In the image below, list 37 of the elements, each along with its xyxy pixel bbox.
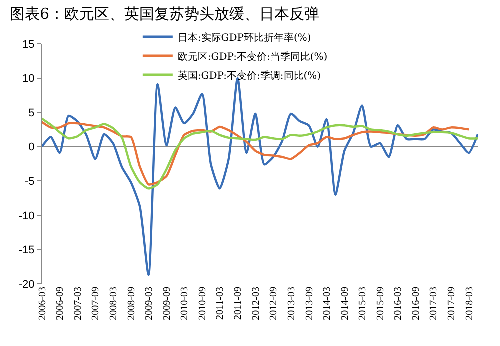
legend-label: 英国:GDP:不变价:季调:同比(%) xyxy=(178,70,322,82)
legend-label: 欧元区:GDP:不变价:当季同比(%) xyxy=(178,50,328,63)
y-tick-label: 0 xyxy=(28,142,35,154)
x-tick-label: 2008-09 xyxy=(126,287,138,320)
x-tick-label: 2012-03 xyxy=(250,287,262,320)
x-tick-label: 2016-03 xyxy=(393,287,404,320)
x-tick-label: 2007-03 xyxy=(72,287,84,320)
y-tick-label: -10 xyxy=(18,210,35,222)
x-tick-label: 2013-09 xyxy=(304,287,316,320)
x-tick-label: 2013-03 xyxy=(286,287,298,320)
x-tick-label: 2018-03 xyxy=(464,287,476,320)
x-tick-label: 2011-03 xyxy=(215,287,226,320)
y-tick-label: 10 xyxy=(22,73,35,86)
y-tick-label: -15 xyxy=(18,244,35,257)
x-tick-label: 2010-09 xyxy=(198,287,209,320)
x-tick-label: 2006-03 xyxy=(37,287,48,320)
x-tick-label: 2009-09 xyxy=(162,287,173,320)
y-tick-label: 5 xyxy=(28,107,35,120)
x-tick-label: 2014-09 xyxy=(340,287,351,320)
x-tick-label: 2015-09 xyxy=(375,287,386,320)
x-tick-label: 2015-03 xyxy=(358,287,368,320)
x-tick-label: 2008-03 xyxy=(108,287,120,320)
x-tick-label: 2006-09 xyxy=(55,287,66,320)
x-tick-label: 2009-03 xyxy=(144,287,156,320)
legend-label: 日本:实际GDP环比折年率(%) xyxy=(178,32,312,44)
x-tick-label: 2017-09 xyxy=(446,287,458,320)
x-tick-label: 2007-09 xyxy=(90,287,102,320)
x-tick-label: 2016-09 xyxy=(411,287,422,320)
y-tick-label: -20 xyxy=(18,278,35,291)
x-tick-label: 2012-09 xyxy=(268,287,280,320)
y-tick-label: -5 xyxy=(25,176,35,188)
x-tick-label: 2011-09 xyxy=(233,287,244,320)
y-tick-label: 15 xyxy=(22,38,35,51)
x-tick-label: 2017-03 xyxy=(428,287,440,320)
x-tick-label: 2014-03 xyxy=(322,287,333,320)
x-tick-label: 2010-03 xyxy=(180,287,191,320)
chart-title: 图表6：欧元区、英国复苏势头放缓、日本反弹 xyxy=(10,5,320,24)
